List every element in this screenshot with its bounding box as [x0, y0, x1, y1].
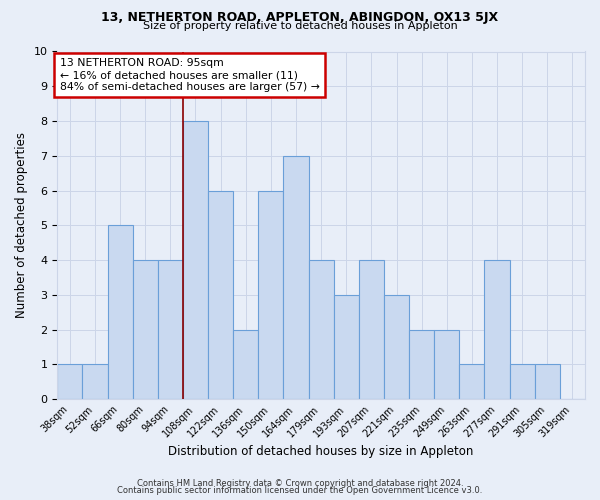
Bar	[384, 295, 409, 399]
Text: Size of property relative to detached houses in Appleton: Size of property relative to detached ho…	[143, 21, 457, 31]
Bar	[460, 364, 484, 399]
Bar	[133, 260, 158, 399]
Bar	[359, 260, 384, 399]
Bar	[107, 226, 133, 399]
Bar	[334, 295, 359, 399]
Bar	[259, 190, 283, 399]
Bar	[82, 364, 107, 399]
Text: 13 NETHERTON ROAD: 95sqm
← 16% of detached houses are smaller (11)
84% of semi-d: 13 NETHERTON ROAD: 95sqm ← 16% of detach…	[60, 58, 320, 92]
Bar	[283, 156, 308, 399]
Bar	[208, 190, 233, 399]
Bar	[434, 330, 460, 399]
Text: 13, NETHERTON ROAD, APPLETON, ABINGDON, OX13 5JX: 13, NETHERTON ROAD, APPLETON, ABINGDON, …	[101, 11, 499, 24]
Text: Contains public sector information licensed under the Open Government Licence v3: Contains public sector information licen…	[118, 486, 482, 495]
Bar	[409, 330, 434, 399]
Bar	[233, 330, 259, 399]
Bar	[535, 364, 560, 399]
Y-axis label: Number of detached properties: Number of detached properties	[15, 132, 28, 318]
Bar	[183, 121, 208, 399]
Bar	[308, 260, 334, 399]
Bar	[158, 260, 183, 399]
Bar	[484, 260, 509, 399]
Bar	[509, 364, 535, 399]
X-axis label: Distribution of detached houses by size in Appleton: Distribution of detached houses by size …	[169, 444, 474, 458]
Text: Contains HM Land Registry data © Crown copyright and database right 2024.: Contains HM Land Registry data © Crown c…	[137, 478, 463, 488]
Bar	[57, 364, 82, 399]
